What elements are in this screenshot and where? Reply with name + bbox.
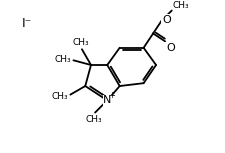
Text: O: O [162, 15, 171, 25]
Text: CH₃: CH₃ [172, 1, 189, 10]
Text: O: O [165, 43, 174, 53]
Text: I⁻: I⁻ [22, 17, 32, 30]
Text: CH₃: CH₃ [52, 92, 68, 101]
Text: CH₃: CH₃ [86, 115, 102, 124]
Text: +: + [108, 91, 115, 100]
Text: CH₃: CH₃ [55, 55, 71, 64]
Text: N: N [103, 95, 111, 105]
Text: CH₃: CH₃ [72, 38, 89, 47]
